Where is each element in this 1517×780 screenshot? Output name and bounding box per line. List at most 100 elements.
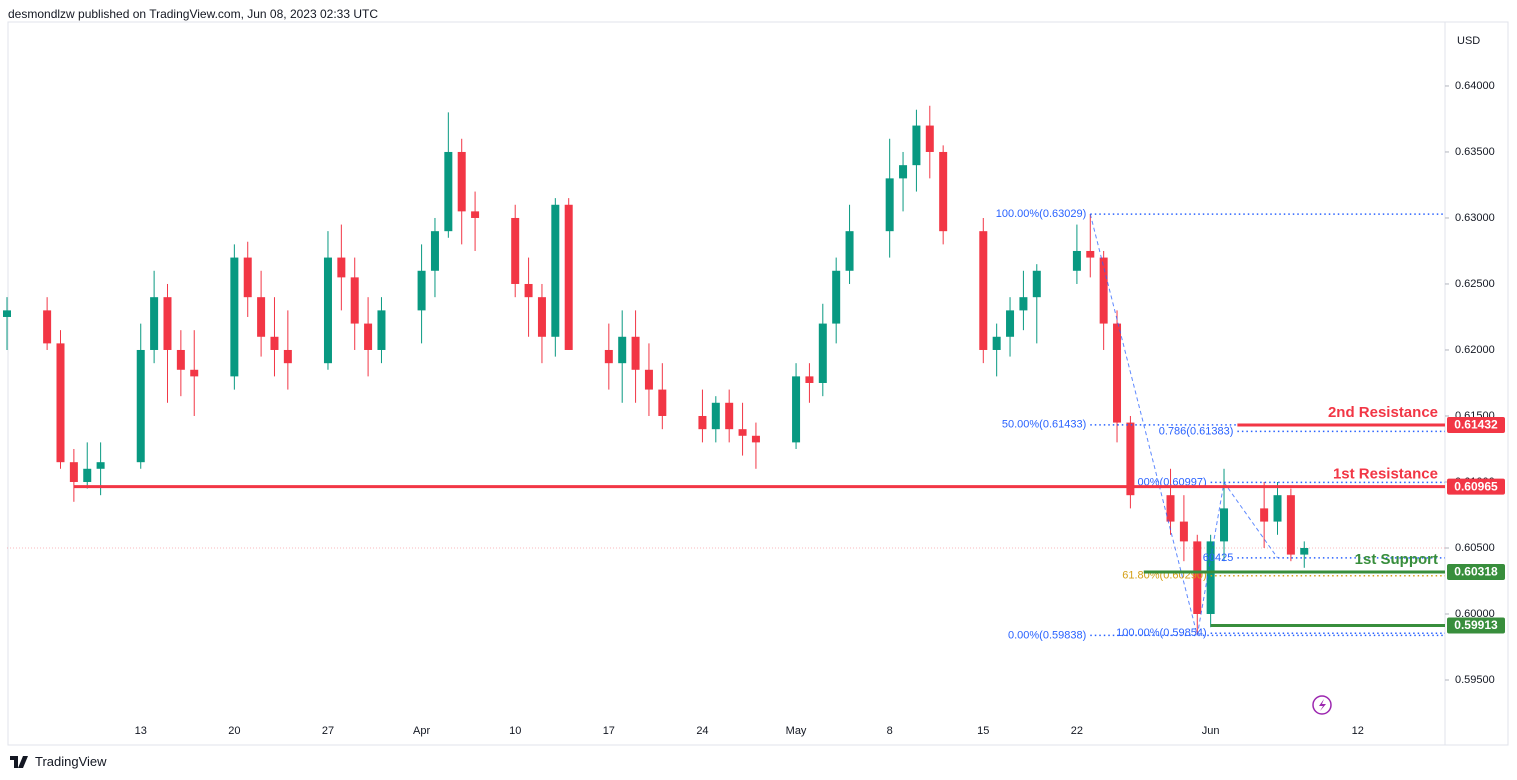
y-tick-label: 0.62000: [1455, 344, 1495, 356]
candle-body: [832, 270, 841, 324]
candle-body: [524, 283, 533, 298]
candle-body: [564, 204, 573, 350]
candle-body: [618, 336, 627, 364]
price-tag-label: 0.60318: [1454, 565, 1498, 579]
price-tag: [1447, 478, 1505, 495]
y-tick-label: 0.60000: [1455, 608, 1495, 620]
candle-body: [417, 270, 426, 311]
x-tick-label: 20: [228, 725, 240, 737]
price-tag-label: 0.59913: [1454, 618, 1498, 632]
price-tag-label: 0.61432: [1454, 418, 1498, 432]
price-tag: [1447, 617, 1505, 634]
brand-name: TradingView: [35, 754, 107, 769]
currency-label: USD: [1457, 35, 1480, 47]
candle-body: [1126, 422, 1135, 496]
candle-body: [69, 462, 78, 482]
candle-body: [792, 376, 801, 443]
candle-body: [364, 323, 373, 350]
candle-body: [163, 297, 172, 350]
candle-body: [725, 402, 734, 430]
candle-body: [83, 468, 92, 482]
candle-body: [457, 151, 466, 212]
candle-body: [1260, 508, 1269, 522]
footer: TradingView: [10, 754, 107, 769]
candle-body: [96, 462, 105, 469]
candle-body: [979, 231, 988, 350]
price-tag-label: 0.60965: [1454, 479, 1498, 493]
x-tick-label: 13: [135, 725, 147, 737]
candle-body: [56, 343, 65, 463]
level-name: 1st Support: [1355, 551, 1438, 568]
candle-body: [711, 402, 720, 430]
level-name: 2nd Resistance: [1328, 404, 1438, 421]
candle-body: [511, 217, 520, 284]
x-tick-label: 22: [1071, 725, 1083, 737]
fib-level-label: 60425: [1203, 552, 1234, 564]
y-tick-label: 0.62500: [1455, 278, 1495, 290]
candle-body: [323, 257, 332, 364]
x-tick-label: May: [786, 725, 807, 737]
candle-body: [3, 310, 11, 317]
y-tick-label: 0.64000: [1455, 80, 1495, 92]
candle-body: [1019, 297, 1028, 311]
x-tick-label: 10: [509, 725, 521, 737]
candle-body: [43, 310, 52, 344]
candle-body: [1072, 250, 1081, 271]
candle-body: [471, 211, 480, 218]
chart-frame: [7, 21, 1509, 746]
candle-body: [658, 389, 667, 416]
fib-level-label: 100.00%(0.59854): [1116, 627, 1207, 639]
candle-body: [1220, 508, 1229, 542]
candle-body: [1086, 250, 1095, 258]
y-tick-label: 0.60500: [1455, 542, 1495, 554]
candle-body: [644, 369, 653, 390]
candle-body: [885, 178, 894, 232]
publish-header: desmondlzw published on TradingView.com,…: [8, 7, 379, 21]
candle-body: [912, 125, 921, 166]
candle-body: [176, 349, 185, 370]
candle-body: [283, 349, 292, 364]
candle-body: [1113, 323, 1122, 423]
y-tick-label: 0.63500: [1455, 146, 1495, 158]
x-tick-label: 27: [322, 725, 334, 737]
price-tag: [1447, 564, 1505, 581]
candle-body: [1206, 541, 1215, 614]
fib-level-label: 50.00%(0.61433): [1002, 419, 1086, 431]
candle-body: [1099, 257, 1108, 324]
y-tick-label: 0.59500: [1455, 674, 1495, 686]
fib-level-label: 100.00%(0.63029): [996, 208, 1087, 220]
candle-body: [230, 257, 239, 377]
candle-body: [845, 231, 854, 271]
alert-icon[interactable]: [1312, 695, 1332, 715]
candle-body: [537, 297, 546, 337]
candle-body: [551, 204, 560, 337]
candle-body: [899, 165, 908, 179]
chart: USD 13 20 27 Apr 10 17 24 May 8 15 22 Jun 12 0.59500 0…: [3, 21, 1509, 746]
candle-body: [805, 376, 814, 383]
candle-body: [1179, 521, 1188, 542]
x-tick-label: Jun: [1202, 725, 1220, 737]
fib-trend-line: [1196, 482, 1225, 636]
candle-body: [698, 415, 707, 430]
candle-body: [738, 429, 747, 436]
price-tag: [1447, 416, 1505, 433]
x-tick-label: 12: [1352, 725, 1364, 737]
x-tick-label: 17: [603, 725, 615, 737]
fib-trend-line: [1223, 482, 1278, 559]
x-tick-label: 24: [696, 725, 708, 737]
x-tick-label: 15: [977, 725, 989, 737]
fib-trend-line: [1089, 214, 1198, 636]
candle-body: [992, 336, 1001, 350]
candle-body: [1273, 495, 1282, 522]
candle-body: [257, 297, 266, 337]
candle-body: [150, 297, 159, 350]
candle-body: [1193, 541, 1202, 614]
candle-body: [631, 336, 640, 370]
x-tick-label: Apr: [413, 725, 430, 737]
candle-body: [925, 125, 934, 152]
candle-body: [337, 257, 346, 278]
candle-body: [1300, 547, 1309, 555]
alert-bolt: [1319, 699, 1326, 711]
candle-body: [377, 310, 386, 350]
